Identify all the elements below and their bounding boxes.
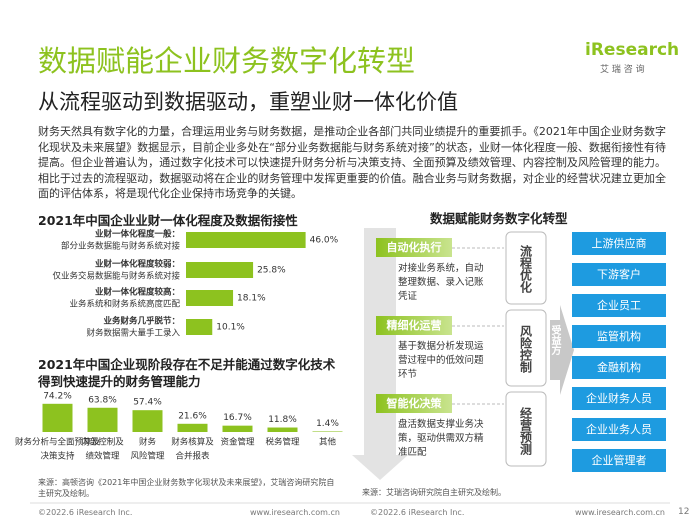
beneficiary: 企业员工	[572, 294, 666, 317]
beneficiary: 下游客户	[572, 263, 666, 286]
source: 来源：艾瑞咨询研究院自主研究及绘制。	[362, 488, 506, 497]
pillar-label: 经营预测	[518, 407, 533, 455]
category-label: 业务财务几乎脱节：	[103, 316, 180, 327]
pillar-box	[505, 309, 547, 387]
stage-text: 基于数据分析发现运营过程中的低效问题环节	[398, 341, 484, 380]
stage-text: 对接业务系统，自动整理数据、录入记账凭证	[398, 263, 484, 302]
pillar-label: 风险控制	[518, 325, 533, 373]
beneficiary: 企业业务人员	[572, 418, 666, 441]
category-label: 财务核算及	[171, 437, 214, 448]
category-note: 部分业务数据能与财务系统对接	[61, 241, 181, 252]
beneficiary: 企业财务人员	[572, 387, 666, 410]
data-label: 10.1%	[216, 323, 245, 333]
source: 来源：高顿咨询《2021年中国企业财务数字化现状及未来展望》，艾瑞咨询研究院自主…	[38, 478, 335, 498]
bar	[267, 427, 298, 432]
bar	[186, 290, 234, 306]
footer-text: www.iresearch.com.cn	[575, 508, 665, 517]
stage-label: 智能化决策	[376, 394, 452, 413]
bar	[132, 410, 163, 432]
category-note: 财务数据需大量手工录入	[86, 328, 180, 339]
logo: iResearch	[585, 40, 680, 60]
beneficiary: 监管机构	[572, 325, 666, 348]
beneficiary: 金融机构	[572, 356, 666, 379]
category-label: 业财一体化程度一般：	[95, 229, 180, 240]
data-label: 74.2%	[43, 391, 72, 401]
bar	[186, 319, 213, 335]
bar	[222, 425, 253, 432]
data-label: 16.7%	[223, 413, 252, 423]
data-label: 25.8%	[257, 266, 286, 276]
stage-label: 精细化运营	[376, 316, 452, 335]
data-label: 57.4%	[133, 398, 162, 408]
category-label: 风险管理	[130, 451, 165, 462]
footer-text: ©2022.6 iResearch Inc.	[370, 508, 465, 517]
data-label: 63.8%	[88, 395, 117, 405]
data-label: 11.8%	[268, 415, 297, 425]
category-label: 税务管理	[265, 437, 300, 448]
diagram-title: 数据赋能财务数字化转型	[430, 211, 568, 226]
arrow-label: 受益方	[549, 325, 560, 355]
category-note: 业务系统和财务系统高度匹配	[69, 299, 180, 310]
category-label: 业财一体化程度较高：	[95, 287, 180, 298]
category-label: 合并报表	[175, 451, 210, 462]
bar	[177, 423, 208, 432]
beneficiary: 企业管理者	[572, 449, 666, 472]
pillar-label: 流程优化	[518, 245, 533, 293]
footer-text: www.iresearch.com.cn	[250, 508, 340, 517]
category-label: 业财一体化程度较弱：	[95, 259, 180, 270]
bar	[87, 407, 118, 432]
body-text: 财务天然具有数字化的力量，合理运用业务与财务数据，是推动企业各部门共同业绩提升的…	[38, 125, 666, 200]
category-label: 财务分析与全面预算及	[15, 437, 101, 448]
category-label: 决策支持	[40, 451, 75, 462]
title: 数据赋能企业财务数字化转型	[38, 44, 416, 78]
bar	[312, 431, 343, 432]
logo-sub: 艾 瑞 咨 询	[600, 65, 645, 75]
category-label: 内部控制及	[81, 437, 124, 448]
category-label: 财务	[139, 437, 157, 448]
beneficiary: 上游供应商	[572, 232, 666, 255]
subtitle: 从流程驱动到数据驱动，重塑业财一体化价值	[38, 90, 458, 114]
pillar-box	[505, 231, 547, 305]
pillar-box	[505, 391, 547, 467]
stage-label: 自动化执行	[376, 238, 452, 257]
footer-text: ©2022.6 iResearch Inc.	[38, 508, 133, 517]
category-note: 仅业务交易数据能与财务系统对接	[52, 271, 180, 282]
benefit-arrow	[550, 305, 574, 395]
category-label: 资金管理	[220, 437, 255, 448]
category-label: 绩效管理	[85, 451, 120, 462]
bar	[186, 232, 306, 248]
page-number: 12	[678, 507, 690, 517]
stage-text: 盘活数据支撑业务决策，驱动供需双方精准匹配	[398, 419, 484, 458]
data-label: 18.1%	[237, 294, 266, 304]
flow-arrow	[352, 228, 408, 480]
bar	[186, 262, 254, 278]
data-label: 46.0%	[310, 236, 339, 246]
bar	[42, 403, 73, 432]
chart-title: 2021年中国企业现阶段存在不足并能通过数字化技术得到快速提升的财务管理能力	[38, 357, 336, 389]
chart-title: 2021年中国企业业财一体化程度及数据衔接性	[38, 213, 298, 228]
data-label: 1.4%	[316, 419, 339, 429]
category-label: 其他	[319, 437, 337, 448]
data-label: 21.6%	[178, 411, 207, 421]
